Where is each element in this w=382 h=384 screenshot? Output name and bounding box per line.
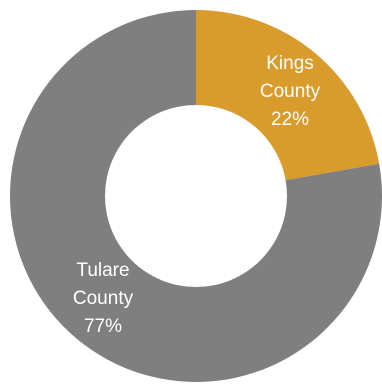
donut-hole	[105, 105, 287, 287]
slice-label-tulare-county: Tulare County 77%	[73, 260, 134, 337]
slice-label-line: 22%	[271, 109, 309, 130]
slice-label-line: 77%	[84, 316, 122, 337]
labels-layer: Kings County 22% Tulare County 77%	[73, 53, 321, 337]
slice-label-kings-county: Kings County 22%	[260, 53, 321, 130]
slice-label-line: County	[73, 288, 134, 309]
slice-label-line: Kings	[266, 53, 314, 74]
slice-label-line: County	[260, 81, 321, 102]
slice-label-line: Tulare	[76, 260, 129, 281]
